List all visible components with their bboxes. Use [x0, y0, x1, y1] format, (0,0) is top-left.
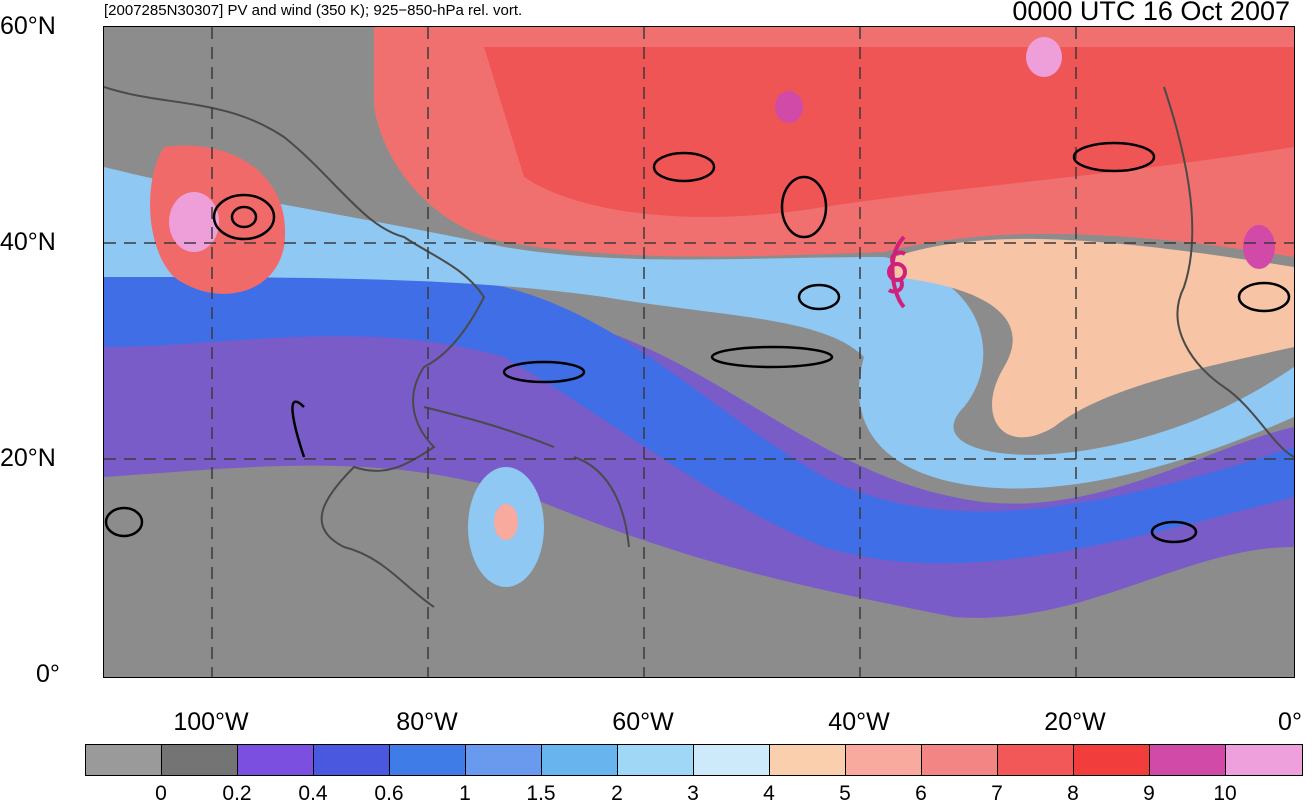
- lon-label-20w: 20°W: [1044, 708, 1106, 736]
- colorbar-cell: [694, 745, 770, 775]
- pv-high-core: [484, 47, 1294, 217]
- vorticity-contour: [1237, 281, 1291, 313]
- colorbar-cell: [1150, 745, 1226, 775]
- colorbar-tick-label: 5: [839, 782, 851, 805]
- colorbar-tick-label: 7: [991, 782, 1003, 805]
- vorticity-contour: [104, 506, 144, 538]
- vorticity-contour: [291, 400, 306, 458]
- pv-max-spot-2: [775, 91, 803, 123]
- pv-max-spot-1: [1026, 37, 1062, 77]
- vorticity-contour: [502, 360, 586, 384]
- pv-band-blue: [104, 267, 1294, 564]
- colorbar-tick-label: 1: [459, 782, 471, 805]
- colorbar-tick-label: 1.5: [526, 782, 556, 805]
- colorbar-tick-label: 0.2: [222, 782, 252, 805]
- lat-label-40n: 40°N: [0, 228, 56, 256]
- map-frame: [103, 26, 1295, 678]
- vorticity-contour: [652, 151, 716, 183]
- lat-label-20n: 20°N: [0, 444, 56, 472]
- tropical-cyclone-icon: [887, 250, 907, 294]
- lat-label-0: 0°: [36, 660, 60, 688]
- colorbar-cell: [618, 745, 694, 775]
- cyclone-center: [887, 262, 907, 282]
- pv-caribbean-core: [494, 504, 518, 540]
- colorbar-tick-label: 6: [915, 782, 927, 805]
- colorbar-cell: [238, 745, 314, 775]
- vorticity-contours: [104, 141, 1291, 544]
- plot-title-right: 0000 UTC 16 Oct 2007: [1012, 0, 1290, 26]
- vorticity-contour: [212, 193, 276, 241]
- colorbar-tick-label: 2: [611, 782, 623, 805]
- colorbar-tick-label: 4: [763, 782, 775, 805]
- lat-label-60n: 60°N: [0, 12, 56, 40]
- vorticity-contour: [1072, 141, 1156, 173]
- cyclone-arm: [890, 250, 907, 265]
- colorbar-tick-label: 3: [687, 782, 699, 805]
- colorbar-tick-label: 0.6: [374, 782, 404, 805]
- vorticity-contour: [780, 175, 828, 239]
- vorticity-contour: [1150, 520, 1198, 544]
- pv-field-map: [104, 27, 1294, 677]
- pv-max-spot-3: [1243, 225, 1275, 269]
- lon-label-0: 0°: [1278, 708, 1302, 736]
- vorticity-contour: [710, 345, 834, 369]
- coastline-africa-europe: [1163, 86, 1294, 458]
- colorbar-cell: [846, 745, 922, 775]
- lon-label-60w: 60°W: [612, 708, 674, 736]
- colorbar-tick-label: 8: [1067, 782, 1079, 805]
- coastline-caribbean-islands: [423, 406, 630, 548]
- lon-label-100w: 100°W: [173, 708, 249, 736]
- pv-cutoff-west-core: [169, 192, 219, 252]
- colorbar-cell: [86, 745, 162, 775]
- colorbar-tick-label: 10: [1213, 782, 1237, 805]
- colorbar-cell: [1074, 745, 1150, 775]
- colorbar-cell: [1226, 745, 1302, 775]
- graticule: [104, 27, 1294, 677]
- colorbar-cell: [314, 745, 390, 775]
- colorbar-cell: [922, 745, 998, 775]
- lon-label-40w: 40°W: [828, 708, 890, 736]
- vorticity-contour: [230, 205, 258, 229]
- colorbar-cell: [390, 745, 466, 775]
- storm-track: [890, 235, 906, 309]
- pv-band-lightblue: [104, 167, 1294, 489]
- pv-tongue-peach: [894, 238, 1294, 438]
- colorbar-cell: [770, 745, 846, 775]
- cyclone-arm: [887, 279, 904, 294]
- colorbar-tick-label: 0: [155, 782, 167, 805]
- lon-label-80w: 80°W: [396, 708, 458, 736]
- colorbar-cell: [466, 745, 542, 775]
- colorbar-cell: [162, 745, 238, 775]
- colorbar-cell: [542, 745, 618, 775]
- colorbar-cell: [998, 745, 1074, 775]
- colorbar-tick-label: 9: [1143, 782, 1155, 805]
- colorbar: [85, 744, 1303, 776]
- coastline-north-america: [104, 86, 486, 608]
- vorticity-contour: [797, 283, 841, 311]
- plot-title-left: [2007285N30307] PV and wind (350 K); 925…: [104, 2, 523, 19]
- colorbar-tick-label: 0.4: [298, 782, 328, 805]
